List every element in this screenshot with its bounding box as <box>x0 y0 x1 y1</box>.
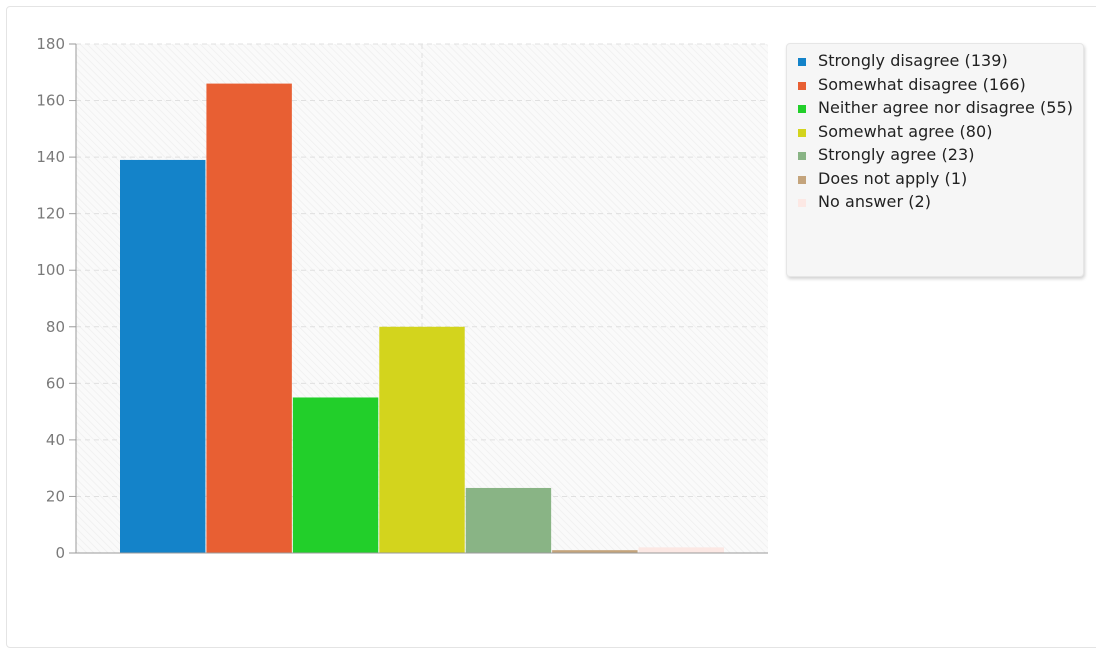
bar-neither-agree-nor-disagree[interactable] <box>292 397 379 553</box>
y-tick-label: 40 <box>46 431 65 449</box>
legend-item-strongly-disagree[interactable]: Strongly disagree (139) <box>787 50 1083 73</box>
bar-strongly-disagree[interactable] <box>120 159 206 553</box>
bar-somewhat-disagree[interactable] <box>206 83 292 553</box>
y-tick-label: 100 <box>36 261 65 279</box>
legend-item-neither[interactable]: Neither agree nor disagree (55) <box>787 97 1083 120</box>
y-tick-label: 120 <box>36 205 65 223</box>
y-tick-label: 0 <box>55 544 65 562</box>
bars <box>120 83 724 553</box>
legend-item-somewhat-agree[interactable]: Somewhat agree (80) <box>787 121 1083 144</box>
legend-swatch <box>798 175 806 184</box>
legend-swatch <box>798 199 806 207</box>
legend-label: Neither agree nor disagree (55) <box>818 98 1074 117</box>
legend-swatch <box>798 105 806 113</box>
legend-swatch <box>798 58 806 66</box>
axes: 0 20 40 60 80 100 120 140 160 180 <box>36 35 768 562</box>
legend-label: Does not apply (1) <box>818 168 968 188</box>
y-tick-label: 80 <box>46 318 65 336</box>
legend-swatch <box>798 81 806 90</box>
y-tick-label: 180 <box>36 35 65 53</box>
legend-label: No answer (2) <box>818 192 932 211</box>
legend-item-somewhat-disagree[interactable]: Somewhat disagree (166) <box>787 74 1083 97</box>
y-tick-label: 20 <box>46 487 65 505</box>
bar-somewhat-agree[interactable] <box>379 326 465 553</box>
legend-item-strongly-agree[interactable]: Strongly agree (23) <box>787 144 1083 167</box>
legend-item-does-not-apply[interactable]: Does not apply (1) <box>787 168 1083 191</box>
bar-strongly-agree[interactable] <box>465 487 552 553</box>
bar-chart: 0 20 40 60 80 100 120 140 160 180 <box>36 35 768 562</box>
legend-item-no-answer[interactable]: No answer (2) <box>787 191 1083 214</box>
legend: Strongly disagree (139) Somewhat disagre… <box>786 43 1084 277</box>
y-tick-label: 160 <box>36 92 65 110</box>
legend-label: Somewhat disagree (166) <box>818 74 1026 94</box>
y-tick-label: 60 <box>46 374 65 392</box>
bar-no-answer[interactable] <box>638 547 724 553</box>
legend-label: Somewhat agree (80) <box>818 121 993 141</box>
legend-swatch <box>798 152 806 160</box>
legend-label: Strongly agree (23) <box>818 145 975 164</box>
bar-does-not-apply[interactable] <box>552 550 638 553</box>
legend-label: Strongly disagree (139) <box>818 51 1008 70</box>
y-tick-label: 140 <box>36 148 65 166</box>
legend-swatch <box>798 128 806 137</box>
